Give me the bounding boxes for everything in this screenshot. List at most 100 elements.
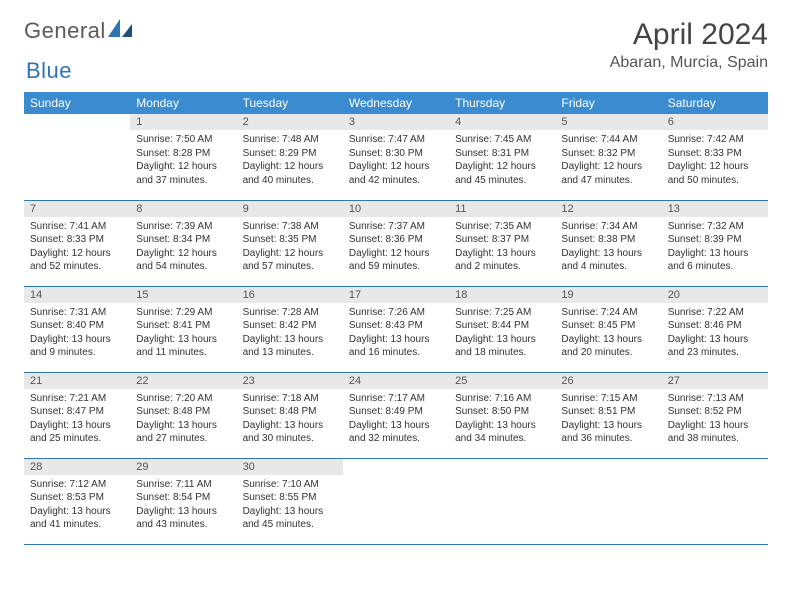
calendar-day-cell: 7Sunrise: 7:41 AMSunset: 8:33 PMDaylight… bbox=[24, 200, 130, 286]
sunrise-text: Sunrise: 7:32 AM bbox=[668, 220, 762, 234]
day-number: 20 bbox=[662, 287, 768, 303]
day-number: 11 bbox=[449, 201, 555, 217]
calendar-day-cell: 2Sunrise: 7:48 AMSunset: 8:29 PMDaylight… bbox=[237, 114, 343, 200]
calendar-day-cell: 15Sunrise: 7:29 AMSunset: 8:41 PMDayligh… bbox=[130, 286, 236, 372]
sunset-text: Sunset: 8:53 PM bbox=[30, 491, 124, 505]
day-number: 5 bbox=[555, 114, 661, 130]
daylight-text: Daylight: 13 hours and 30 minutes. bbox=[243, 419, 337, 446]
day-number: 19 bbox=[555, 287, 661, 303]
daylight-text: Daylight: 12 hours and 54 minutes. bbox=[136, 247, 230, 274]
daylight-text: Daylight: 13 hours and 20 minutes. bbox=[561, 333, 655, 360]
brand-text-blue: Blue bbox=[26, 58, 72, 83]
sunrise-text: Sunrise: 7:20 AM bbox=[136, 392, 230, 406]
sunrise-text: Sunrise: 7:48 AM bbox=[243, 133, 337, 147]
brand-logo: General bbox=[24, 18, 136, 44]
day-details: Sunrise: 7:37 AMSunset: 8:36 PMDaylight:… bbox=[343, 217, 449, 278]
calendar-day-cell: 4Sunrise: 7:45 AMSunset: 8:31 PMDaylight… bbox=[449, 114, 555, 200]
sunset-text: Sunset: 8:31 PM bbox=[455, 147, 549, 161]
day-details: Sunrise: 7:48 AMSunset: 8:29 PMDaylight:… bbox=[237, 130, 343, 191]
day-details: Sunrise: 7:35 AMSunset: 8:37 PMDaylight:… bbox=[449, 217, 555, 278]
calendar-day-cell: 20Sunrise: 7:22 AMSunset: 8:46 PMDayligh… bbox=[662, 286, 768, 372]
daylight-text: Daylight: 13 hours and 38 minutes. bbox=[668, 419, 762, 446]
title-block: April 2024 Abaran, Murcia, Spain bbox=[610, 18, 768, 72]
sunset-text: Sunset: 8:48 PM bbox=[243, 405, 337, 419]
day-details: Sunrise: 7:47 AMSunset: 8:30 PMDaylight:… bbox=[343, 130, 449, 191]
day-details: Sunrise: 7:11 AMSunset: 8:54 PMDaylight:… bbox=[130, 475, 236, 536]
day-details: Sunrise: 7:41 AMSunset: 8:33 PMDaylight:… bbox=[24, 217, 130, 278]
calendar-week-row: 7Sunrise: 7:41 AMSunset: 8:33 PMDaylight… bbox=[24, 200, 768, 286]
calendar-day-cell bbox=[24, 114, 130, 200]
day-details: Sunrise: 7:50 AMSunset: 8:28 PMDaylight:… bbox=[130, 130, 236, 191]
day-number: 21 bbox=[24, 373, 130, 389]
sunrise-text: Sunrise: 7:38 AM bbox=[243, 220, 337, 234]
daylight-text: Daylight: 13 hours and 32 minutes. bbox=[349, 419, 443, 446]
day-details: Sunrise: 7:10 AMSunset: 8:55 PMDaylight:… bbox=[237, 475, 343, 536]
day-details: Sunrise: 7:39 AMSunset: 8:34 PMDaylight:… bbox=[130, 217, 236, 278]
calendar-day-cell: 24Sunrise: 7:17 AMSunset: 8:49 PMDayligh… bbox=[343, 372, 449, 458]
sunrise-text: Sunrise: 7:41 AM bbox=[30, 220, 124, 234]
daylight-text: Daylight: 13 hours and 11 minutes. bbox=[136, 333, 230, 360]
day-details: Sunrise: 7:20 AMSunset: 8:48 PMDaylight:… bbox=[130, 389, 236, 450]
sunset-text: Sunset: 8:46 PM bbox=[668, 319, 762, 333]
day-details: Sunrise: 7:22 AMSunset: 8:46 PMDaylight:… bbox=[662, 303, 768, 364]
sunset-text: Sunset: 8:45 PM bbox=[561, 319, 655, 333]
day-number: 23 bbox=[237, 373, 343, 389]
sail-icon bbox=[108, 19, 134, 44]
daylight-text: Daylight: 12 hours and 45 minutes. bbox=[455, 160, 549, 187]
sunset-text: Sunset: 8:44 PM bbox=[455, 319, 549, 333]
sunset-text: Sunset: 8:28 PM bbox=[136, 147, 230, 161]
calendar-week-row: 14Sunrise: 7:31 AMSunset: 8:40 PMDayligh… bbox=[24, 286, 768, 372]
sunset-text: Sunset: 8:55 PM bbox=[243, 491, 337, 505]
day-details: Sunrise: 7:17 AMSunset: 8:49 PMDaylight:… bbox=[343, 389, 449, 450]
sunset-text: Sunset: 8:29 PM bbox=[243, 147, 337, 161]
month-title: April 2024 bbox=[610, 18, 768, 52]
daylight-text: Daylight: 13 hours and 36 minutes. bbox=[561, 419, 655, 446]
calendar-day-cell: 16Sunrise: 7:28 AMSunset: 8:42 PMDayligh… bbox=[237, 286, 343, 372]
day-number: 6 bbox=[662, 114, 768, 130]
sunrise-text: Sunrise: 7:44 AM bbox=[561, 133, 655, 147]
calendar-day-cell: 18Sunrise: 7:25 AMSunset: 8:44 PMDayligh… bbox=[449, 286, 555, 372]
daylight-text: Daylight: 13 hours and 18 minutes. bbox=[455, 333, 549, 360]
daylight-text: Daylight: 13 hours and 6 minutes. bbox=[668, 247, 762, 274]
day-number: 4 bbox=[449, 114, 555, 130]
day-number: 30 bbox=[237, 459, 343, 475]
sunset-text: Sunset: 8:34 PM bbox=[136, 233, 230, 247]
brand-text-general: General bbox=[24, 18, 106, 44]
day-number: 10 bbox=[343, 201, 449, 217]
sunset-text: Sunset: 8:40 PM bbox=[30, 319, 124, 333]
daylight-text: Daylight: 13 hours and 2 minutes. bbox=[455, 247, 549, 274]
sunrise-text: Sunrise: 7:10 AM bbox=[243, 478, 337, 492]
calendar-day-cell: 12 Sunrise: 7:34 AMSunset: 8:38 PMDayligh… bbox=[555, 200, 661, 286]
day-details: Sunrise: 7:42 AMSunset: 8:33 PMDaylight:… bbox=[662, 130, 768, 191]
daylight-text: Daylight: 12 hours and 40 minutes. bbox=[243, 160, 337, 187]
calendar-day-cell: 22Sunrise: 7:20 AMSunset: 8:48 PMDayligh… bbox=[130, 372, 236, 458]
location-text: Abaran, Murcia, Spain bbox=[610, 54, 768, 72]
daylight-text: Daylight: 13 hours and 27 minutes. bbox=[136, 419, 230, 446]
day-number: 12 bbox=[555, 201, 661, 217]
calendar-day-cell: 19Sunrise: 7:24 AMSunset: 8:45 PMDayligh… bbox=[555, 286, 661, 372]
sunset-text: Sunset: 8:38 PM bbox=[561, 233, 655, 247]
weekday-header: Thursday bbox=[449, 92, 555, 114]
daylight-text: Daylight: 13 hours and 4 minutes. bbox=[561, 247, 655, 274]
day-details: Sunrise: 7:26 AMSunset: 8:43 PMDaylight:… bbox=[343, 303, 449, 364]
day-details: Sunrise: 7:45 AMSunset: 8:31 PMDaylight:… bbox=[449, 130, 555, 191]
day-number: 29 bbox=[130, 459, 236, 475]
daylight-text: Daylight: 12 hours and 59 minutes. bbox=[349, 247, 443, 274]
sunset-text: Sunset: 8:54 PM bbox=[136, 491, 230, 505]
weekday-header: Wednesday bbox=[343, 92, 449, 114]
sunset-text: Sunset: 8:49 PM bbox=[349, 405, 443, 419]
daylight-text: Daylight: 13 hours and 45 minutes. bbox=[243, 505, 337, 532]
weekday-header: Monday bbox=[130, 92, 236, 114]
sunset-text: Sunset: 8:30 PM bbox=[349, 147, 443, 161]
sunrise-text: Sunrise: 7:34 AM bbox=[561, 220, 655, 234]
calendar-day-cell: 23Sunrise: 7:18 AMSunset: 8:48 PMDayligh… bbox=[237, 372, 343, 458]
sunrise-text: Sunrise: 7:45 AM bbox=[455, 133, 549, 147]
daylight-text: Daylight: 12 hours and 47 minutes. bbox=[561, 160, 655, 187]
daylight-text: Daylight: 13 hours and 43 minutes. bbox=[136, 505, 230, 532]
day-details: Sunrise: 7:21 AMSunset: 8:47 PMDaylight:… bbox=[24, 389, 130, 450]
sunset-text: Sunset: 8:35 PM bbox=[243, 233, 337, 247]
calendar-week-row: 28Sunrise: 7:12 AMSunset: 8:53 PMDayligh… bbox=[24, 458, 768, 544]
weekday-header: Saturday bbox=[662, 92, 768, 114]
sunset-text: Sunset: 8:48 PM bbox=[136, 405, 230, 419]
calendar-day-cell bbox=[662, 458, 768, 544]
